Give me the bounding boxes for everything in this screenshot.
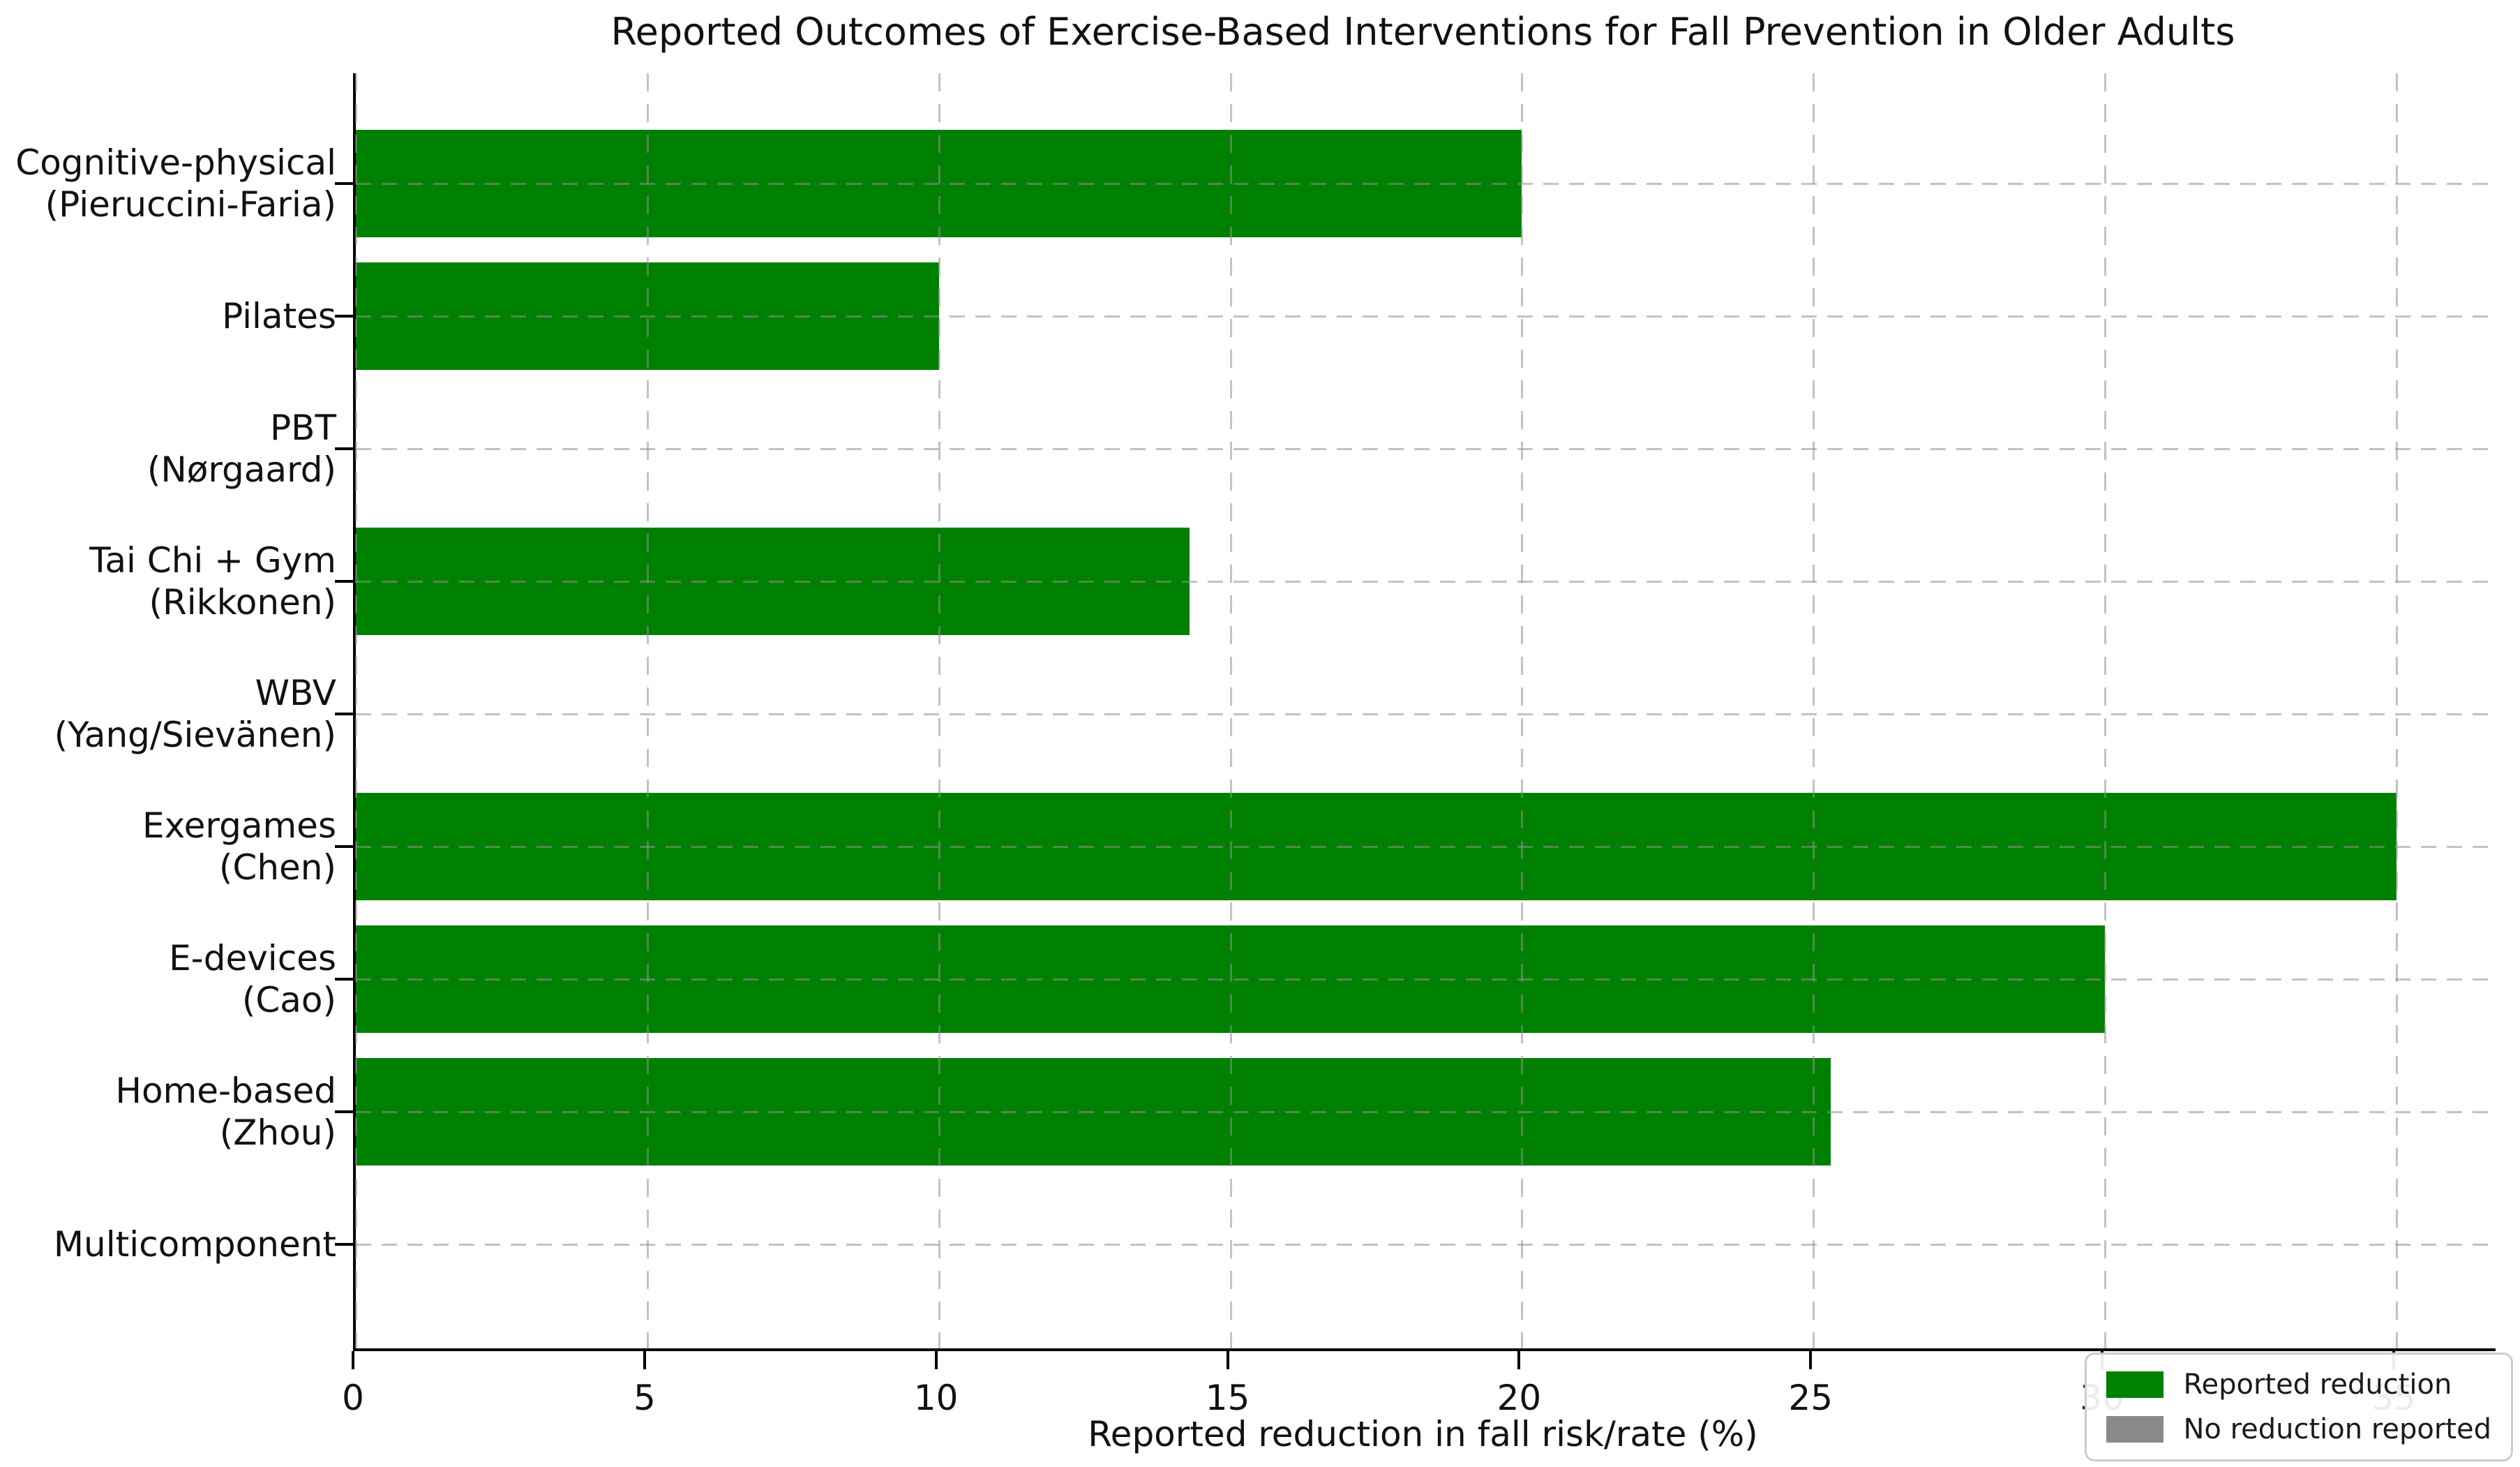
y-tick-label: Pilates xyxy=(0,295,336,337)
y-tick-label: Cognitive-physical (Pieruccini-Faria) xyxy=(0,142,336,225)
legend: Reported reduction No reduction reported xyxy=(2085,1353,2513,1461)
y-tick-label: Home-based (Zhou) xyxy=(0,1070,336,1154)
y-tick-label-line: Tai Chi + Gym xyxy=(89,540,336,581)
y-tick-mark xyxy=(335,1243,353,1246)
y-tick-mark xyxy=(335,1110,353,1113)
y-tick-mark xyxy=(335,447,353,450)
legend-label: Reported reduction xyxy=(2183,1369,2452,1401)
y-tick-label-line: WBV xyxy=(255,673,336,713)
y-tick-label-line: (Cao) xyxy=(241,980,336,1020)
vertical-gridline xyxy=(355,73,357,1348)
y-tick-label-line: Exergames xyxy=(142,805,336,846)
y-tick-label-line: (Nørgaard) xyxy=(147,449,336,490)
y-tick-label-line: (Pieruccini-Faria) xyxy=(45,184,336,225)
y-tick-label-line: (Chen) xyxy=(218,847,336,888)
y-tick-label-line: Cognitive-physical xyxy=(15,142,336,183)
chart-title: Reported Outcomes of Exercise-Based Inte… xyxy=(610,10,2235,54)
y-tick-label: PBT (Nørgaard) xyxy=(0,407,336,491)
vertical-gridline xyxy=(2104,73,2107,1348)
x-tick-label: 25 xyxy=(1788,1378,1833,1418)
y-tick-label-line: Pilates xyxy=(222,296,336,336)
y-tick-label-line: (Zhou) xyxy=(219,1112,336,1153)
y-tick-label-line: PBT xyxy=(270,408,336,448)
y-tick-label: Exergames (Chen) xyxy=(0,805,336,888)
y-tick-label-line: E-devices xyxy=(169,938,336,978)
y-tick-label: Tai Chi + Gym (Rikkonen) xyxy=(0,539,336,623)
y-tick-mark xyxy=(335,845,353,848)
vertical-gridline xyxy=(1521,73,1524,1348)
y-tick-mark xyxy=(335,713,353,715)
x-tick-mark xyxy=(1809,1351,1813,1369)
y-tick-label-line: Multicomponent xyxy=(53,1224,336,1265)
legend-item-reported: Reported reduction xyxy=(2106,1369,2491,1401)
legend-label: No reduction reported xyxy=(2183,1413,2491,1445)
x-axis-label: Reported reduction in fall risk/rate (%) xyxy=(1088,1414,1758,1454)
horizontal-gridline xyxy=(356,448,2496,450)
legend-item-none: No reduction reported xyxy=(2106,1413,2491,1445)
legend-swatch-no-reduction xyxy=(2106,1416,2164,1443)
y-tick-label: WBV (Yang/Sievänen) xyxy=(0,672,336,756)
x-tick-label: 20 xyxy=(1497,1378,1542,1418)
horizontal-gridline xyxy=(356,713,2496,715)
x-tick-label: 15 xyxy=(1205,1378,1250,1418)
vertical-gridline xyxy=(1229,73,1232,1348)
vertical-gridline xyxy=(646,73,649,1348)
horizontal-gridline xyxy=(356,315,2496,318)
legend-swatch-reported-reduction xyxy=(2106,1371,2164,1398)
horizontal-gridline xyxy=(356,183,2496,185)
y-tick-mark xyxy=(335,978,353,981)
horizontal-gridline xyxy=(356,581,2496,583)
x-tick-mark xyxy=(1226,1351,1229,1369)
x-tick-label: 0 xyxy=(342,1378,364,1418)
x-tick-label: 10 xyxy=(913,1378,959,1418)
x-tick-mark xyxy=(934,1351,938,1369)
y-tick-mark xyxy=(335,580,353,583)
y-tick-label: Multicomponent xyxy=(0,1223,336,1265)
y-tick-mark xyxy=(335,182,353,185)
y-tick-label-line: (Yang/Sievänen) xyxy=(54,715,336,755)
x-tick-mark xyxy=(352,1351,354,1369)
vertical-gridline xyxy=(2395,73,2398,1348)
horizontal-gridline xyxy=(356,846,2496,848)
horizontal-gridline xyxy=(356,1244,2496,1246)
x-tick-mark xyxy=(643,1351,646,1369)
vertical-gridline xyxy=(1813,73,1815,1348)
y-tick-label-line: (Rikkonen) xyxy=(149,582,336,623)
x-tick-label: 5 xyxy=(633,1378,656,1418)
horizontal-gridline xyxy=(356,978,2496,981)
vertical-gridline xyxy=(938,73,940,1348)
x-tick-mark xyxy=(1517,1351,1521,1369)
plot-area xyxy=(353,73,2496,1351)
y-tick-label: E-devices (Cao) xyxy=(0,937,336,1021)
y-tick-label-line: Home-based xyxy=(115,1071,336,1111)
y-tick-mark xyxy=(335,315,353,318)
horizontal-gridline xyxy=(356,1111,2496,1113)
